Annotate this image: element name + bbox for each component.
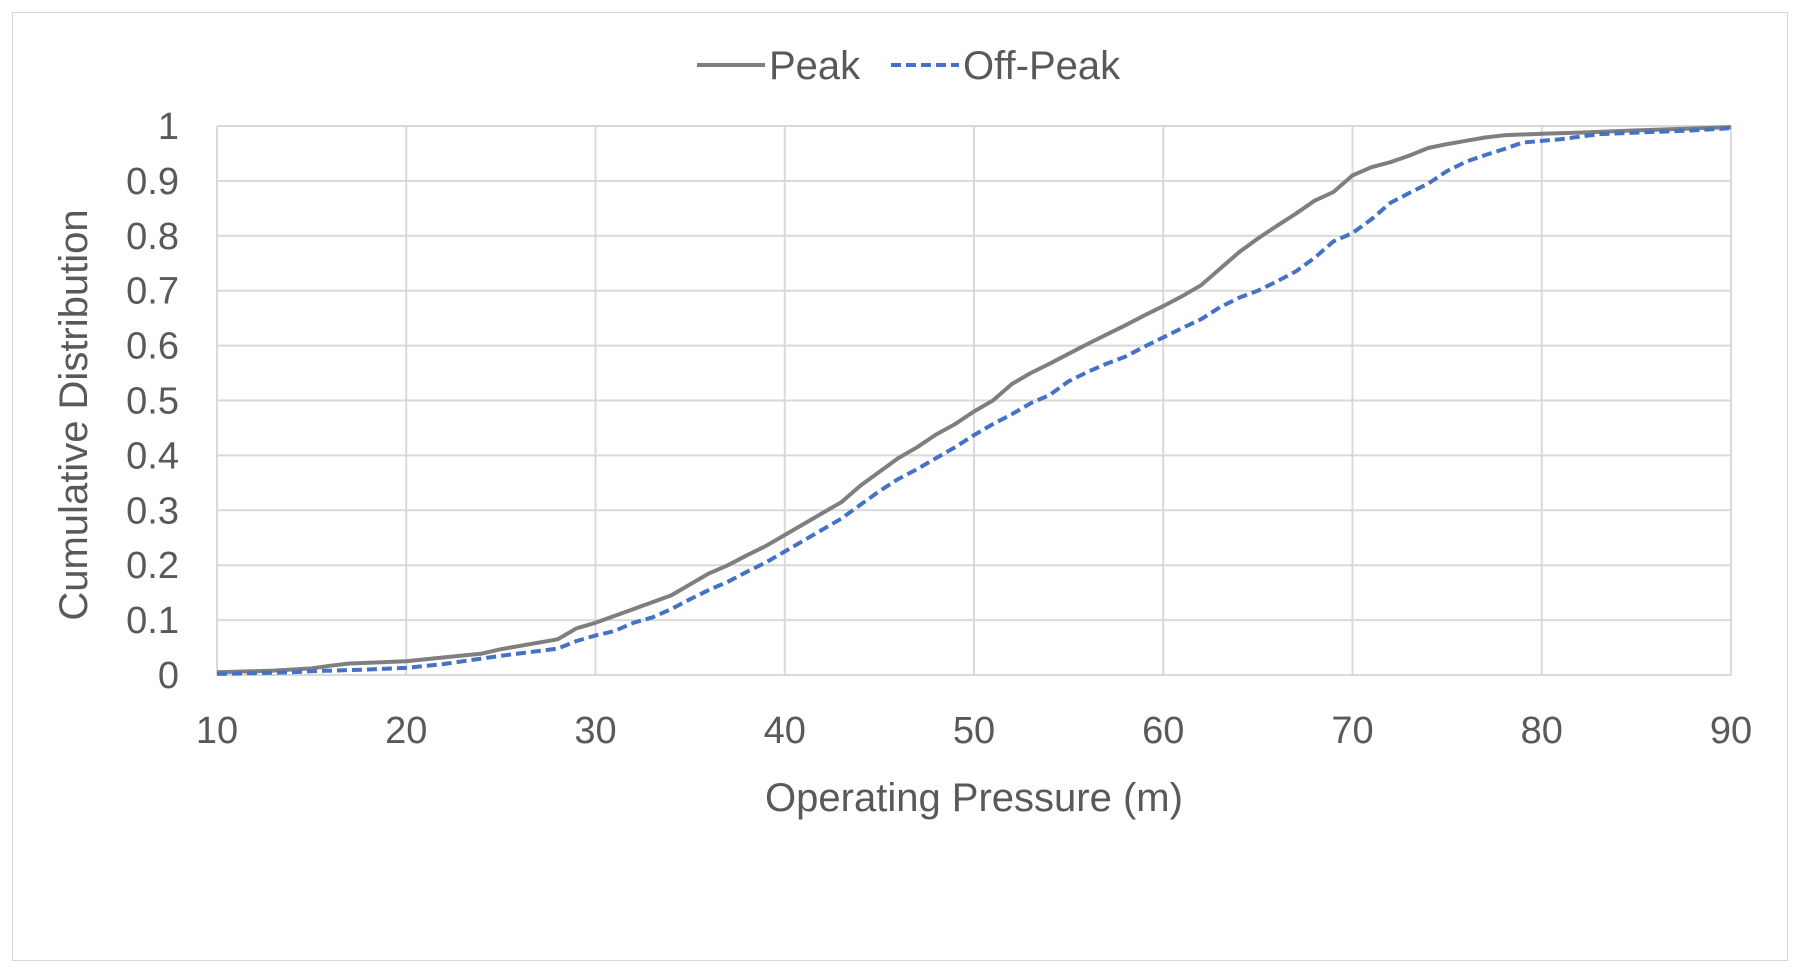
x-tick-label: 50 (953, 710, 995, 752)
x-tick-label: 80 (1521, 710, 1563, 752)
y-tick-label: 0.2 (126, 545, 179, 587)
y-tick-label: 0 (158, 655, 179, 697)
series-lines (216, 125, 1732, 676)
gridlines (216, 125, 1732, 676)
chart-canvas: 0 0.1 0.2 0.3 0.4 0.5 0.6 0.7 0.8 0.9 1 10 20 30 40 50… (52, 44, 1752, 820)
y-tick-label: 0.6 (126, 326, 179, 368)
legend-label: Peak (769, 44, 861, 88)
y-tick-label: 0.1 (126, 600, 179, 642)
legend: Peak Off-Peak (697, 44, 1121, 88)
y-tick-label: 0.4 (126, 435, 179, 477)
x-tick-label: 90 (1710, 710, 1752, 752)
y-axis-ticks: 0 0.1 0.2 0.3 0.4 0.5 0.6 0.7 0.8 0.9 1 (126, 106, 179, 697)
y-tick-label: 0.9 (126, 161, 179, 203)
x-tick-label: 10 (196, 710, 238, 752)
y-tick-label: 0.5 (126, 381, 179, 423)
y-tick-label: 0.3 (126, 490, 179, 532)
legend-label: Off-Peak (963, 44, 1121, 88)
x-tick-label: 40 (764, 710, 806, 752)
y-tick-label: 0.8 (126, 216, 179, 258)
y-tick-label: 1 (158, 106, 179, 148)
chart-frame: 0 0.1 0.2 0.3 0.4 0.5 0.6 0.7 0.8 0.9 1 10 20 30 40 50… (12, 12, 1788, 961)
x-tick-label: 60 (1142, 710, 1184, 752)
y-tick-label: 0.7 (126, 271, 179, 313)
series-line-peak (216, 125, 1732, 675)
series-line-off-peak (216, 126, 1732, 676)
x-axis-ticks: 10 20 30 40 50 60 70 80 90 (196, 710, 1752, 752)
x-tick-label: 70 (1331, 710, 1373, 752)
x-tick-label: 20 (385, 710, 427, 752)
x-axis-title: Operating Pressure (m) (765, 776, 1183, 820)
x-tick-label: 30 (574, 710, 616, 752)
y-axis-title: Cumulative Distribution (52, 209, 96, 620)
